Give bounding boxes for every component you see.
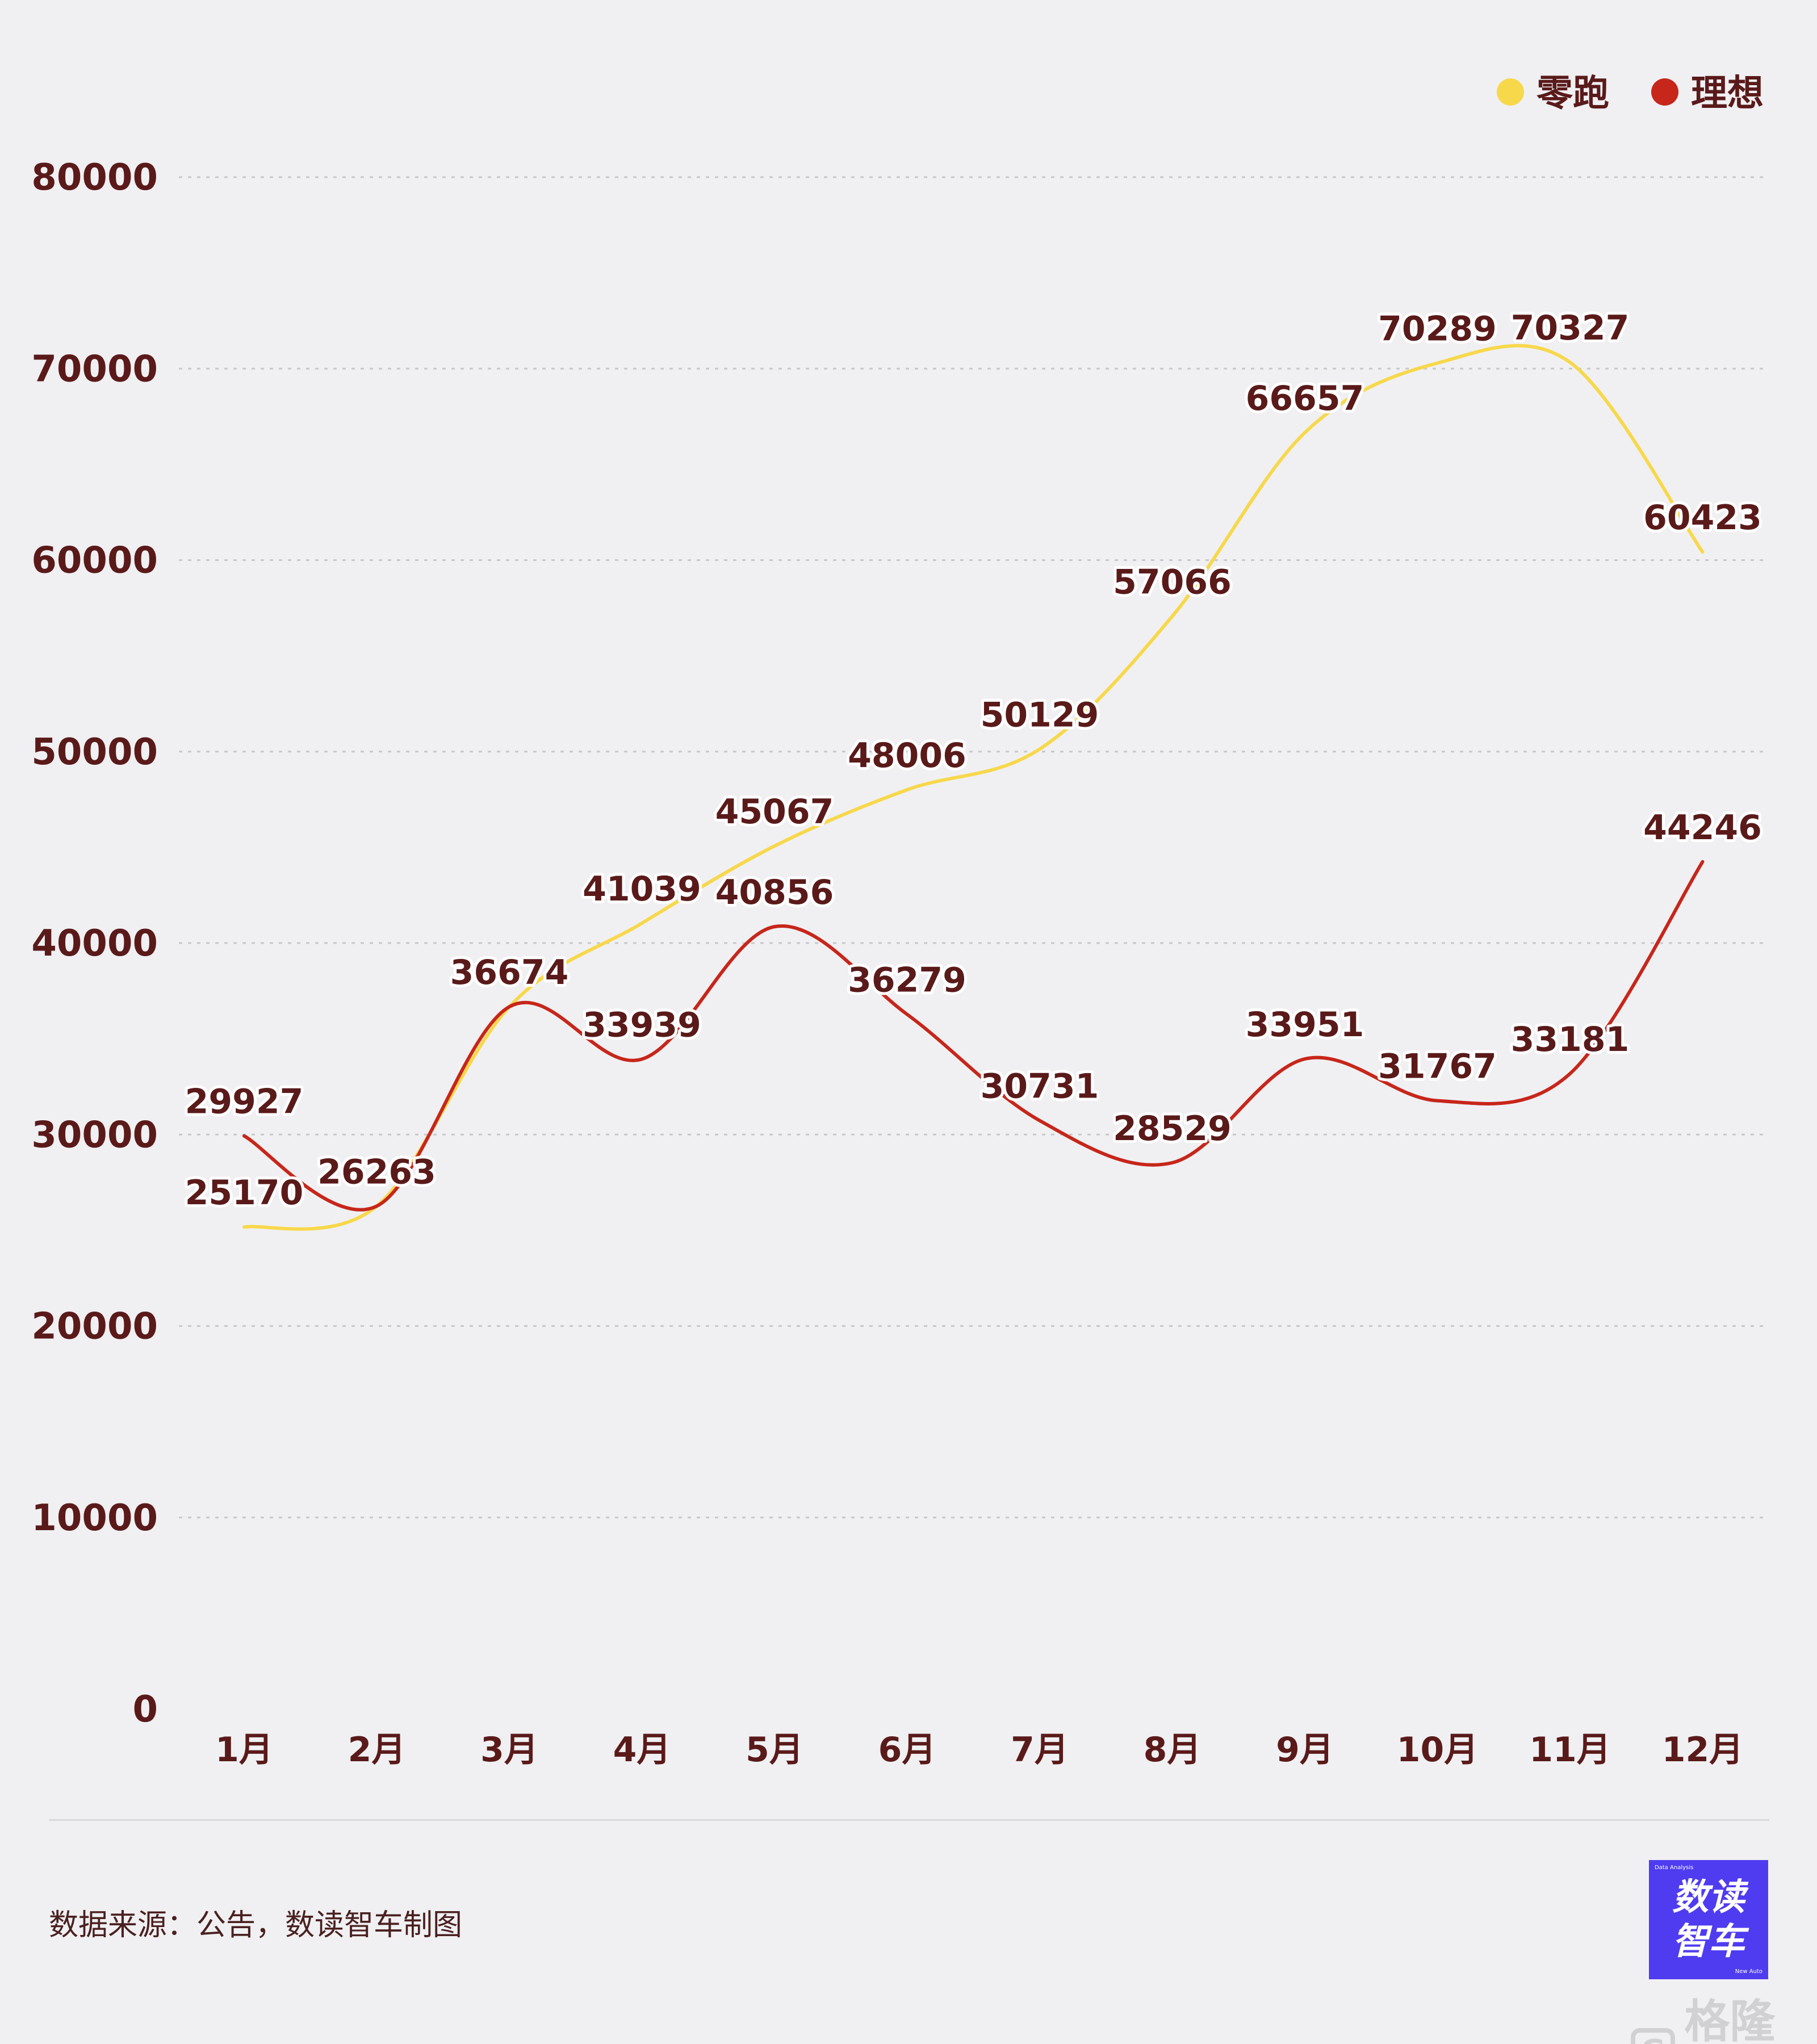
data-label-series-1: 48006 — [848, 736, 966, 776]
x-axis-ticks: 1月 2月 3月 4月 5月 6月 7月 8月 9月 10月 11月 12月 — [215, 1730, 1743, 1770]
data-label-series-1: 41039 — [583, 869, 701, 909]
y-tick-label: 70000 — [31, 348, 158, 390]
data-label-series-2: 33181 — [1511, 1020, 1630, 1059]
data-label-series-1: 36674 — [450, 953, 569, 992]
x-tick-label: 6月 — [878, 1730, 936, 1770]
y-tick-label: 60000 — [31, 540, 158, 582]
y-tick-label: 50000 — [31, 731, 158, 773]
y-tick-label: 30000 — [31, 1114, 158, 1156]
data-label-series-1: 66657 — [1246, 379, 1364, 418]
x-tick-label: 11月 — [1529, 1730, 1611, 1770]
x-tick-label: 5月 — [746, 1730, 803, 1770]
data-label-series-2: 31767 — [1378, 1047, 1497, 1087]
legend-marker — [1651, 78, 1678, 106]
data-label-series-2: 28529 — [1113, 1109, 1232, 1149]
data-label-series-1: 60423 — [1643, 498, 1762, 538]
data-label-series-1: 25170 — [185, 1173, 304, 1213]
data-label-series-2: 33951 — [1246, 1005, 1364, 1045]
watermark-icon: G — [1631, 2028, 1676, 2044]
logo-small-bottom: New Auto — [1735, 1968, 1762, 1975]
logo-line-2: 智车 — [1672, 1921, 1745, 1963]
data-label-series-1: 70289 — [1378, 309, 1497, 349]
y-tick-label: 20000 — [31, 1306, 158, 1348]
x-tick-label: 3月 — [480, 1730, 538, 1770]
data-label-series-1: 70327 — [1511, 308, 1630, 348]
line-chart: 0 10000 20000 30000 40000 50000 60000 70000 8000… — [31, 73, 1766, 1770]
x-tick-label: 4月 — [613, 1730, 671, 1770]
footer-divider — [49, 1819, 1769, 1821]
data-label-series-2: 29927 — [185, 1082, 304, 1122]
x-tick-label: 12月 — [1662, 1730, 1744, 1770]
x-tick-label: 10月 — [1397, 1730, 1479, 1770]
data-label-series-2: 36674 — [450, 953, 569, 992]
data-label-series-2: 44246 — [1643, 808, 1762, 848]
series-lines — [242, 344, 1705, 1231]
data-label-series-2: 40856 — [715, 873, 834, 912]
y-tick-label: 10000 — [31, 1497, 158, 1539]
legend: 理想 零跑 — [1497, 73, 1764, 115]
x-tick-label: 1月 — [215, 1730, 273, 1770]
legend-label: 理想 — [1691, 73, 1764, 115]
logo-small-top: Data Analysis — [1655, 1865, 1694, 1871]
data-source-note: 数据来源：公告，数读智车制图 — [49, 1908, 463, 1942]
data-label-series-2: 26263 — [317, 1152, 436, 1192]
data-label-series-2: 33939 — [583, 1005, 701, 1045]
data-label-series-1: 57066 — [1113, 562, 1232, 602]
data-label-series-2: 30731 — [981, 1067, 1099, 1107]
legend-marker — [1497, 78, 1524, 106]
legend-label: 零跑 — [1537, 73, 1609, 115]
x-tick-label: 2月 — [348, 1730, 406, 1770]
y-tick-label: 80000 — [31, 157, 158, 199]
y-tick-label: 0 — [132, 1689, 158, 1731]
watermark-text: 格隆汇 — [1684, 1995, 1776, 2044]
grid-lines — [179, 176, 1766, 1519]
x-tick-label: 7月 — [1011, 1730, 1069, 1770]
data-label-series-2: 36279 — [848, 960, 966, 1000]
x-tick-label: 9月 — [1276, 1730, 1334, 1770]
brand-logo: Data Analysis 数读 智车 New Auto — [1649, 1860, 1768, 1979]
y-tick-label: 40000 — [31, 923, 158, 965]
data-label-series-1: 50129 — [981, 695, 1099, 735]
x-tick-label: 8月 — [1144, 1730, 1201, 1770]
data-labels: 25170 26263 36674 41039 45067 48006 50129 57066… — [182, 305, 1765, 1216]
series-line-1 — [242, 344, 1705, 1231]
logo-line-1: 数读 — [1672, 1877, 1745, 1919]
series-line-2 — [242, 860, 1705, 1212]
watermark: G 格隆汇 — [1631, 1985, 1817, 2044]
y-axis-ticks: 0 10000 20000 30000 40000 50000 60000 70000 8000… — [31, 157, 158, 1731]
data-label-series-1: 45067 — [715, 792, 834, 832]
data-label-series-1: 26263 — [317, 1152, 436, 1192]
